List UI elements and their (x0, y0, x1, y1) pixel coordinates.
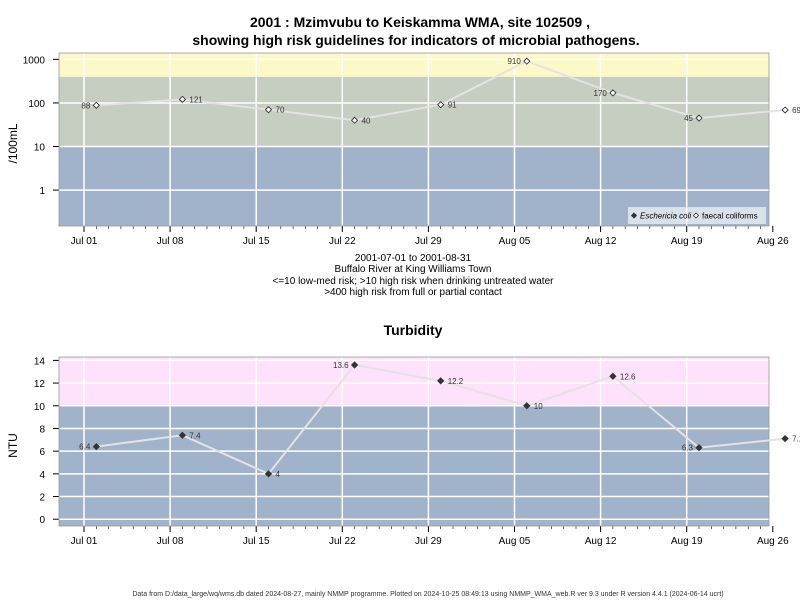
band-mid (59, 76, 769, 147)
legend-entry: faecal coliforms (702, 212, 758, 221)
legend-marker (692, 212, 700, 219)
x-tick-label: Jul 01 (71, 536, 98, 547)
footer-note: Data from D:/data_large/wq/wms.db dated … (132, 591, 723, 598)
x-tick-label: Jul 01 (71, 236, 98, 247)
data-label: 12.2 (448, 377, 464, 386)
y-tick-label: 1000 (23, 55, 46, 66)
band-high (59, 53, 769, 77)
x-tick-label: Jul 29 (415, 536, 442, 547)
band-low (59, 405, 769, 526)
y-tick-label: 100 (28, 99, 45, 110)
plot-border (58, 356, 770, 527)
y-tick-label: 8 (39, 424, 45, 435)
x-tick-label: Jul 29 (415, 236, 442, 247)
legend-entry: Eschericia coli (640, 212, 691, 221)
y-tick-label: 6 (39, 447, 45, 458)
turbidity-title: Turbidity (384, 322, 443, 338)
data-label: 4 (276, 470, 281, 479)
data-point (350, 116, 359, 124)
y-tick-label: 14 (34, 356, 46, 367)
data-label: 7.4 (189, 431, 201, 440)
data-point (695, 444, 703, 452)
data-label: 91 (448, 101, 457, 110)
data-label: 88 (81, 101, 90, 110)
y-tick-label: 2 (39, 493, 45, 504)
y-tick-label: 12 (34, 379, 46, 390)
data-point (92, 101, 100, 109)
data-point (781, 106, 789, 114)
y-tick-label: 4 (39, 470, 45, 481)
data-label: 70 (276, 106, 285, 115)
data-point (523, 402, 531, 410)
data-point (781, 435, 789, 443)
chart-title-line2: showing high risk guidelines for indicat… (192, 32, 639, 48)
y-tick-label: 10 (34, 402, 46, 413)
microbial-panel: Jul 01 Jul 08 Jul 15 Jul 22 Jul 29 Aug 05 Aug … (6, 52, 800, 247)
data-point (178, 431, 187, 439)
plot-border (58, 52, 770, 227)
caption-guideline-contact: >400 high risk from full or partial cont… (324, 287, 502, 298)
data-point (523, 57, 531, 65)
data-point (609, 372, 617, 380)
x-tick-label: Aug 26 (757, 236, 789, 247)
data-point (264, 470, 273, 478)
x-tick-label: Jul 15 (243, 536, 270, 547)
data-point (437, 101, 445, 109)
x-tick-label: Aug 26 (757, 536, 789, 547)
data-point (92, 442, 100, 451)
data-point (350, 361, 359, 369)
data-label: 12.6 (620, 372, 636, 381)
x-tick-label: Jul 22 (329, 536, 356, 547)
x-tick-label: Aug 05 (499, 236, 531, 247)
x-tick-label: Jul 08 (157, 536, 184, 547)
caption-site-name: Buffalo River at King Williams Town (335, 264, 492, 275)
data-label: 6.4 (79, 443, 91, 452)
data-label: 13.6 (333, 361, 349, 370)
data-point (264, 106, 273, 114)
data-point (437, 377, 445, 385)
chart-title-line1: 2001 : Mzimvubu to Keiskamma WMA, site 1… (250, 14, 590, 30)
data-label: 6.3 (682, 444, 694, 453)
y-tick-label: 0 (39, 515, 45, 526)
data-label: 170 (594, 89, 608, 98)
data-label: 7.1 (792, 435, 800, 444)
data-label: 69 (792, 106, 800, 115)
data-label: 910 (507, 57, 521, 66)
x-tick-label: Aug 19 (671, 236, 703, 247)
x-tick-label: Jul 08 (157, 236, 184, 247)
x-tick-label: Jul 22 (329, 236, 356, 247)
turbidity-panel: Jul 01 Jul 08 Jul 15 Jul 22 Jul 29 Aug 05 Aug … (6, 356, 800, 547)
x-tick-label: Aug 05 (499, 536, 531, 547)
data-point (609, 89, 617, 97)
data-label: 40 (362, 116, 371, 125)
y-tick-label: 1 (39, 186, 45, 197)
x-tick-label: Aug 12 (585, 236, 617, 247)
y-axis-title: /100mL (6, 123, 20, 163)
x-tick-label: Aug 12 (585, 536, 617, 547)
y-axis-title: NTU (6, 433, 20, 458)
y-tick-label: 10 (34, 143, 46, 154)
data-point (695, 114, 703, 122)
data-point (178, 95, 187, 103)
data-label: 10 (534, 402, 543, 411)
data-label: 121 (189, 95, 203, 104)
x-tick-label: Jul 15 (243, 236, 270, 247)
caption-guideline-drinking: <=10 low-med risk; >10 high risk when dr… (273, 276, 555, 287)
x-tick-label: Aug 19 (671, 536, 703, 547)
data-label: 45 (684, 114, 693, 123)
caption-date-range: 2001-07-01 to 2001-08-31 (355, 253, 472, 264)
band-high (59, 357, 769, 406)
legend-marker (630, 212, 638, 219)
